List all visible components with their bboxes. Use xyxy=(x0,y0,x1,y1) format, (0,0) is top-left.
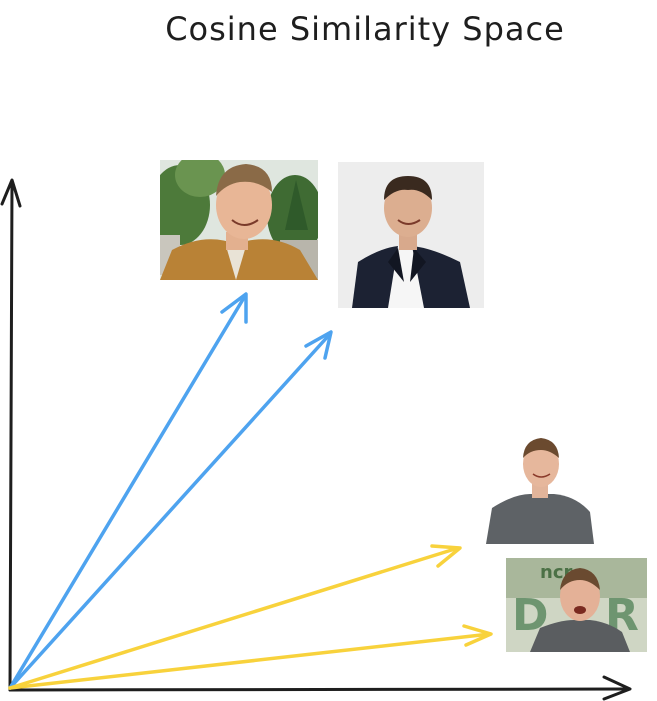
man-stage-photo: ncr D R xyxy=(506,558,647,652)
y-axis xyxy=(0,178,22,692)
vector-older-elon xyxy=(8,330,333,690)
diagram-title: Cosine Similarity Space xyxy=(165,10,565,48)
man-tshirt-photo xyxy=(486,436,598,544)
vector-zuck-tshirt xyxy=(8,544,462,690)
vector-young-elon xyxy=(8,292,248,690)
x-axis xyxy=(8,675,632,701)
vector-zuck-stage xyxy=(8,624,493,690)
man-suit-photo xyxy=(338,162,484,308)
young-man-photo xyxy=(160,160,318,280)
